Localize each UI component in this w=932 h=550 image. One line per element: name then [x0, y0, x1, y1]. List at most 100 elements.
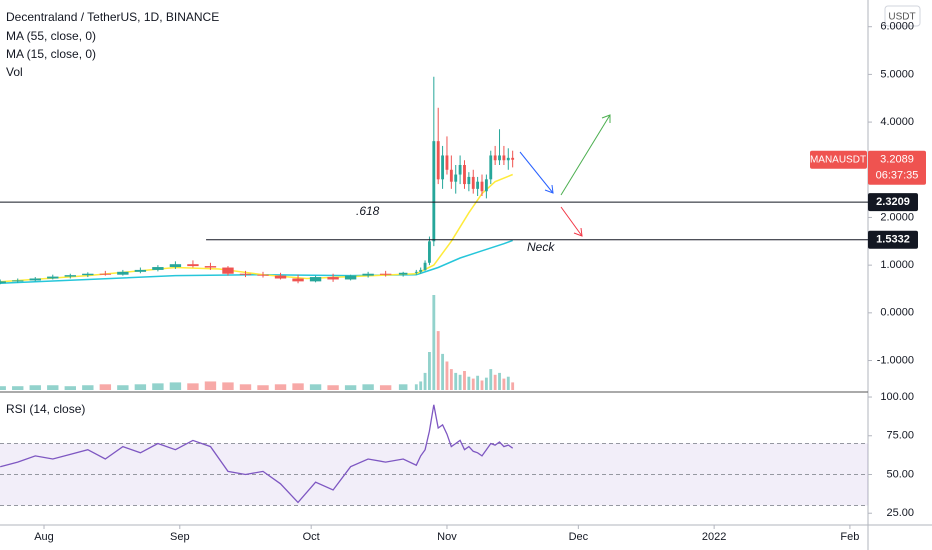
price-label: 3.2089 — [880, 154, 914, 166]
arrow — [560, 206, 583, 237]
candle-body — [493, 155, 497, 161]
volume-bar — [484, 377, 488, 390]
rsi-title: RSI (14, close) — [6, 402, 85, 416]
candle-body — [239, 273, 252, 275]
candle-body — [204, 266, 217, 268]
volume-bar — [47, 385, 59, 390]
volume-bar — [476, 375, 480, 390]
level-label: 2.3209 — [876, 196, 910, 208]
price-tag — [868, 150, 926, 185]
candle-body — [0, 281, 6, 284]
candle-body — [458, 165, 462, 175]
legend-entry: MA (15, close, 0) — [6, 47, 96, 61]
arrow — [560, 114, 611, 196]
x-tick-label: Oct — [303, 531, 320, 543]
legend-entry: MA (55, close, 0) — [6, 29, 96, 43]
candle-body — [169, 264, 182, 268]
arrow-head — [573, 227, 583, 237]
candle-body — [398, 272, 408, 275]
y-tick-label: 25.00 — [886, 507, 914, 519]
annotation: Neck — [527, 240, 555, 254]
x-tick-label: Sep — [170, 531, 190, 543]
x-tick-label: Nov — [437, 531, 457, 543]
volume-bar — [274, 384, 287, 390]
candle-body — [99, 273, 112, 275]
candle-body — [379, 273, 392, 275]
volume-bar — [82, 385, 94, 390]
candle-body — [454, 174, 458, 182]
volume-bar — [257, 385, 269, 390]
y-tick-label: 4.0000 — [880, 116, 914, 128]
volume-bar — [398, 384, 408, 390]
symbol-tag — [810, 150, 867, 169]
candle-body — [489, 155, 493, 180]
ma-line — [0, 173, 513, 283]
candle-body — [309, 277, 322, 282]
candle-body — [362, 273, 374, 276]
volume-bar — [471, 378, 475, 390]
volume-bar — [362, 384, 374, 390]
volume-bar — [169, 382, 182, 390]
x-tick-label: Feb — [840, 531, 859, 543]
y-tick-label: 0.0000 — [880, 307, 914, 319]
legend-title: Decentraland / TetherUS, 1D, BINANCE — [6, 10, 219, 24]
volume-bar — [134, 384, 147, 390]
candle-body — [12, 280, 24, 282]
candle-body — [292, 278, 304, 282]
volume-bar — [463, 371, 466, 390]
x-tick-label: 2022 — [702, 531, 726, 543]
candle-body — [64, 275, 76, 277]
volume-bar — [309, 384, 322, 390]
countdown-label: 06:37:35 — [876, 170, 919, 182]
y-tick-label: 50.00 — [886, 468, 914, 480]
volume-bar — [64, 386, 76, 390]
y-tick-label: 5.0000 — [880, 68, 914, 80]
candle-body — [152, 267, 164, 270]
level-tag — [868, 193, 918, 212]
volume-bar — [414, 384, 418, 390]
candle-body — [419, 269, 423, 272]
arrow-head — [601, 114, 611, 123]
volume-bar — [493, 374, 497, 390]
volume-bar — [467, 376, 471, 390]
volume-bar — [423, 372, 427, 390]
volume-bar — [506, 376, 510, 390]
y-tick-label: -1.0000 — [877, 354, 914, 366]
candle-body — [463, 165, 466, 185]
volume-bar — [432, 295, 436, 390]
candle-body — [502, 155, 506, 161]
candle-body — [441, 155, 445, 180]
candle-body — [476, 181, 480, 189]
candle-body — [436, 141, 440, 180]
volume-bar — [502, 378, 506, 390]
volume-bar — [454, 372, 458, 390]
volume-bar — [344, 385, 357, 390]
volume-bar — [511, 382, 515, 390]
currency-label: USDT — [888, 12, 915, 23]
candle-body — [47, 276, 59, 279]
candle-body — [449, 169, 453, 182]
candle-body — [274, 275, 287, 279]
candle-body — [134, 269, 147, 272]
y-tick-label: 1.0000 — [880, 259, 914, 271]
candle-body — [82, 273, 94, 276]
annotation: .618 — [356, 204, 380, 218]
candle-body — [187, 264, 199, 267]
volume-bar — [187, 383, 199, 390]
volume-bar — [99, 384, 112, 390]
candle-body — [471, 176, 475, 189]
candle-body — [498, 155, 501, 161]
drawings — [519, 114, 611, 237]
volume-bar — [458, 374, 462, 390]
volume-bar — [436, 331, 440, 390]
volume-bar — [489, 369, 493, 390]
candle-body — [257, 274, 269, 276]
currency-button[interactable] — [884, 5, 921, 27]
level-tag — [868, 230, 918, 249]
candle-body — [414, 271, 418, 273]
legend-entry: Vol — [6, 65, 23, 79]
volume-bar — [480, 380, 484, 390]
candle-body — [29, 278, 41, 281]
